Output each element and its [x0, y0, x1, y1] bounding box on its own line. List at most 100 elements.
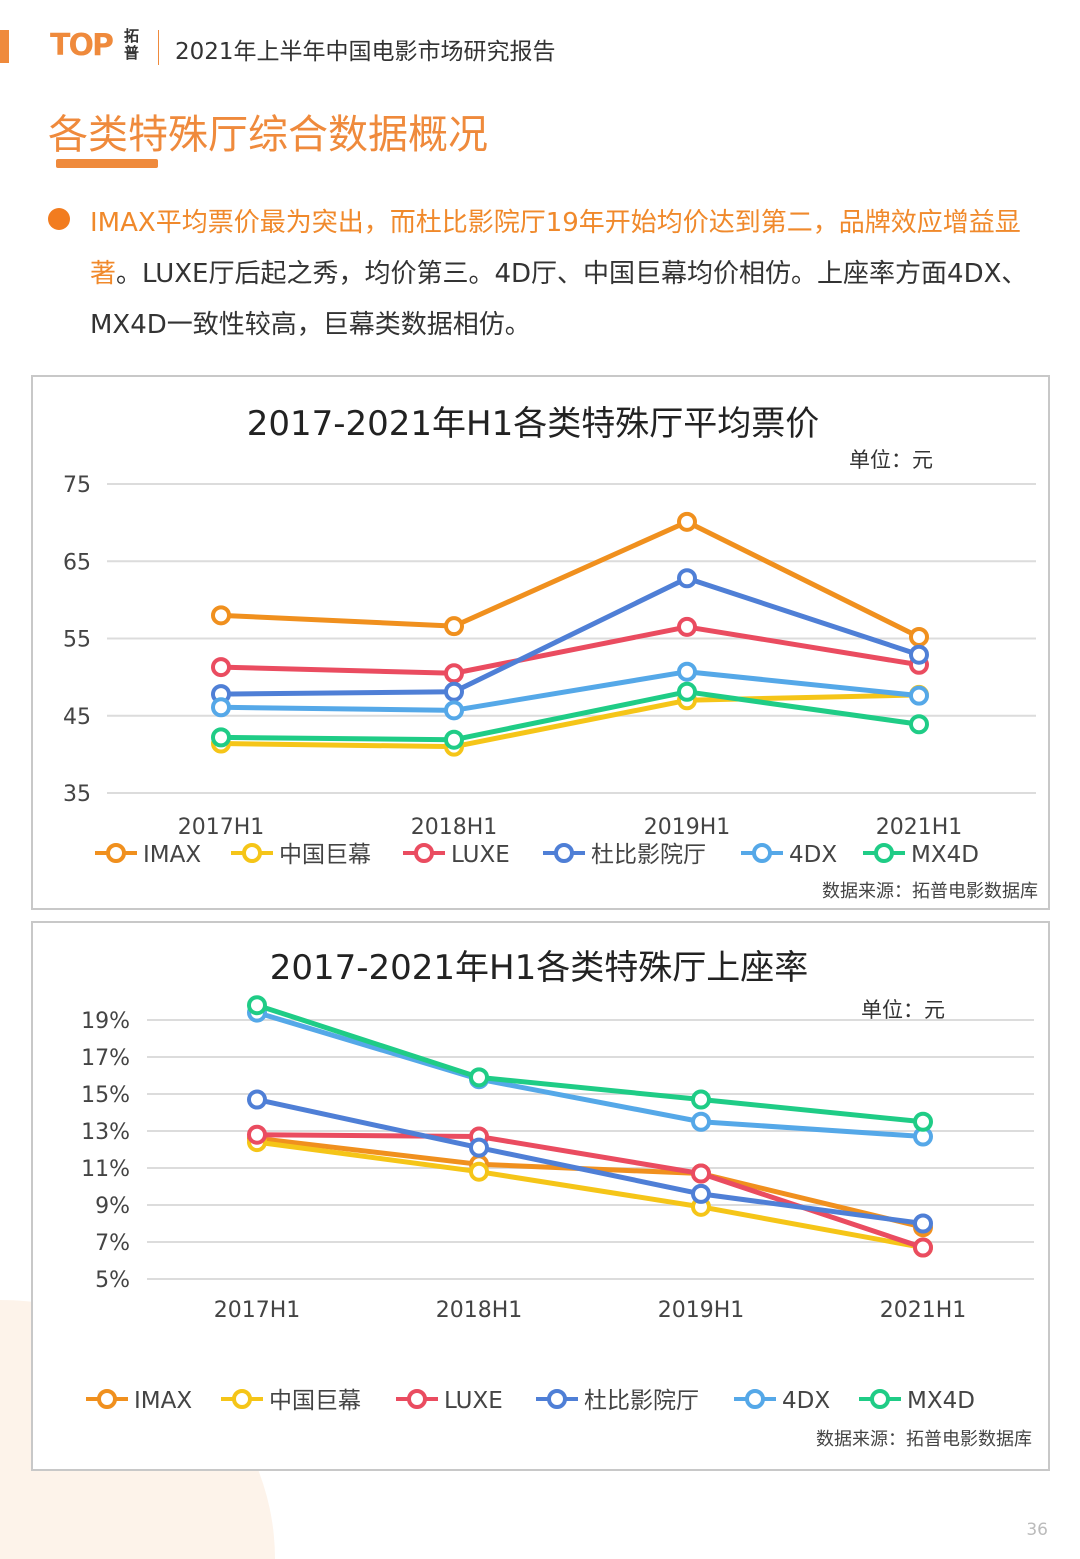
data-point-IMAX — [677, 511, 697, 532]
logo-chinese: 拓普 — [124, 27, 140, 62]
legend-marker-icon — [106, 843, 126, 863]
title-underline — [56, 159, 158, 168]
data-point-MX4D — [469, 1067, 489, 1088]
x-tick-label: 2017H1 — [178, 815, 265, 840]
page-number: 36 — [1026, 1520, 1048, 1540]
data-point-MX4D — [211, 727, 231, 748]
data-point-LUXE — [913, 1237, 933, 1258]
chart-title: 2017-2021年H1各类特殊厅上座率 — [270, 948, 809, 988]
data-point-MX4D — [247, 995, 267, 1016]
series-line-杜比影院厅 — [256, 1097, 924, 1226]
data-point-杜比影院厅 — [691, 1183, 711, 1204]
data-point-LUXE — [691, 1163, 711, 1184]
data-point-LUXE — [444, 663, 464, 684]
legend-label: LUXE — [451, 842, 510, 868]
legend-label: IMAX — [143, 842, 201, 868]
x-tick-label: 2018H1 — [436, 1298, 523, 1323]
series-line-MX4D — [220, 689, 920, 743]
y-tick-label: 35 — [63, 782, 91, 807]
legend-label: 4DX — [782, 1388, 830, 1414]
data-point-杜比影院厅 — [469, 1137, 489, 1158]
legend-marker-icon — [874, 843, 894, 863]
source-label: 数据来源：拓普电影数据库 — [822, 881, 1038, 902]
data-point-MX4D — [913, 1111, 933, 1132]
y-tick-label: 55 — [63, 628, 91, 653]
x-tick-label: 2017H1 — [214, 1298, 301, 1323]
y-tick-label: 19% — [81, 1009, 130, 1034]
data-point-4DX — [211, 697, 231, 718]
data-point-IMAX — [444, 616, 464, 637]
data-point-LUXE — [677, 616, 697, 637]
series-line-中国巨幕 — [220, 692, 920, 750]
data-point-IMAX — [909, 626, 929, 647]
legend-marker-icon — [752, 843, 772, 863]
page-title: 各类特殊厅综合数据概况 — [48, 112, 488, 158]
data-point-LUXE — [247, 1124, 267, 1145]
chart-frame-occupancy: 2017-2021年H1各类特殊厅上座率 单位：元 19% 17% 15% 13% 11% 9… — [31, 921, 1050, 1471]
legend-label: 4DX — [789, 842, 837, 868]
y-tick-label: 5% — [95, 1268, 130, 1293]
x-tick-label: 2019H1 — [658, 1298, 745, 1323]
legend-marker-icon — [870, 1389, 890, 1409]
data-point-4DX — [677, 661, 697, 682]
data-point-LUXE — [211, 657, 231, 678]
header-accent-bar — [0, 30, 9, 63]
y-tick-label: 45 — [63, 705, 91, 730]
data-point-MX4D — [444, 729, 464, 750]
legend-marker-icon — [554, 843, 574, 863]
y-tick-label: 11% — [81, 1157, 130, 1182]
source-label: 数据来源：拓普电影数据库 — [816, 1429, 1032, 1450]
y-tick-label: 7% — [95, 1231, 130, 1256]
data-point-杜比影院厅 — [909, 644, 929, 665]
legend-label: MX4D — [911, 842, 979, 868]
data-point-MX4D — [677, 681, 697, 702]
unit-label: 单位：元 — [861, 998, 945, 1022]
legend-marker-icon — [547, 1389, 567, 1409]
y-tick-label: 65 — [63, 550, 91, 575]
series-line-MX4D — [256, 1002, 924, 1125]
y-tick-label: 15% — [81, 1083, 130, 1108]
series-line-4DX — [256, 1010, 924, 1140]
legend-label: 杜比影院厅 — [591, 842, 706, 868]
legend-label: LUXE — [444, 1388, 503, 1414]
series-line-中国巨幕 — [256, 1139, 924, 1251]
series-line-杜比影院厅 — [220, 575, 920, 697]
y-tick-label: 17% — [81, 1046, 130, 1071]
x-tick-label: 2018H1 — [411, 815, 498, 840]
legend-label: 中国巨幕 — [269, 1388, 361, 1414]
header-divider — [158, 30, 159, 65]
data-point-中国巨幕 — [469, 1161, 489, 1182]
bullet-icon — [48, 208, 70, 230]
legend-marker-icon — [745, 1389, 765, 1409]
x-tick-label: 2021H1 — [876, 815, 963, 840]
legend-marker-icon — [97, 1389, 117, 1409]
data-point-4DX — [909, 685, 929, 706]
legend-marker-icon — [414, 843, 434, 863]
x-tick-label: 2019H1 — [644, 815, 731, 840]
logo: TOP — [50, 28, 114, 63]
data-point-4DX — [444, 700, 464, 721]
legend-label: 杜比影院厅 — [584, 1388, 699, 1414]
series-line-IMAX — [220, 519, 921, 640]
legend-label: 中国巨幕 — [279, 842, 371, 868]
legend-label: MX4D — [907, 1388, 975, 1414]
legend-marker-icon — [242, 843, 262, 863]
y-tick-label: 75 — [63, 473, 91, 498]
summary-text: IMAX平均票价最为突出，而杜比影院厅19年开始均价达到第二，品牌效应增益显著。… — [90, 198, 1040, 351]
legend-label: IMAX — [134, 1388, 192, 1414]
data-point-杜比影院厅 — [913, 1213, 933, 1234]
data-point-IMAX — [211, 605, 231, 626]
x-tick-label: 2021H1 — [880, 1298, 967, 1323]
series-line-LUXE — [220, 624, 920, 676]
legend-marker-icon — [232, 1389, 252, 1409]
report-title: 2021年上半年中国电影市场研究报告 — [175, 39, 556, 65]
data-point-MX4D — [691, 1089, 711, 1110]
unit-label: 单位：元 — [849, 448, 933, 472]
summary-highlight: IMAX平均票价最为突出，而杜比影院厅19年开始均价达到第二，品牌效应增益显著 — [90, 208, 1021, 289]
summary-rest: 。LUXE厅后起之秀，均价第三。4D厅、中国巨幕均价相仿。上座率方面4DX、MX… — [90, 259, 1028, 340]
series-line-4DX — [220, 669, 920, 713]
data-point-杜比影院厅 — [444, 681, 464, 702]
